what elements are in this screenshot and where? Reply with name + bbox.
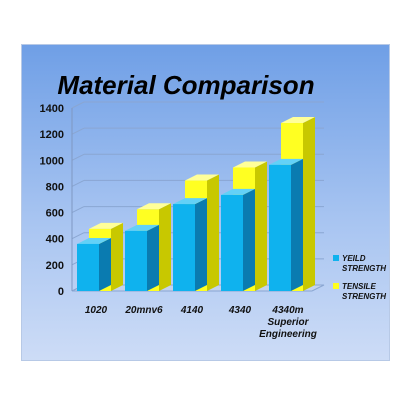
bar-top: [233, 161, 267, 168]
x-tick-label: 20mnv6: [124, 305, 163, 316]
x-tick-label: 4140: [180, 305, 204, 316]
gridline-depth: [71, 206, 85, 214]
y-axis: 0 200 400 600 800 1000 1200 1400: [40, 103, 73, 298]
bar-side: [159, 203, 171, 291]
bar-top: [185, 174, 219, 181]
bar-series: [77, 117, 315, 292]
bar-top: [281, 117, 315, 124]
gridline-depth: [71, 232, 85, 240]
bar-top: [89, 222, 123, 229]
bar-side: [207, 174, 219, 291]
legend-label: TENSILE STRENGTH: [342, 282, 386, 301]
bar-front: [173, 204, 195, 291]
legend: YEILD STRENGTH TENSILE STRENGTH: [333, 254, 386, 301]
bar-top: [77, 237, 111, 244]
legend-swatch: [333, 255, 339, 261]
y-tick-label: 0: [58, 286, 64, 298]
bar-side: [99, 237, 111, 291]
gridline-depth: [71, 179, 85, 187]
y-tick-label: 800: [46, 181, 64, 193]
legend-label: YEILD STRENGTH: [342, 254, 386, 273]
y-tick-label: 1200: [40, 129, 64, 141]
bar-top: [269, 158, 303, 165]
bar-top: [125, 224, 159, 231]
bar-side: [291, 158, 303, 291]
bar-front: [269, 164, 291, 291]
gridline-depth: [71, 127, 85, 135]
x-tick-label: 4340: [228, 305, 252, 316]
y-tick-label: 1400: [40, 103, 64, 115]
bar-yield-strength: [221, 188, 255, 291]
bar-front: [125, 230, 147, 291]
bar-side: [243, 188, 255, 291]
bar-side: [111, 222, 123, 291]
x-tick-label: 1020: [85, 305, 108, 316]
y-tick-label: 200: [46, 260, 64, 272]
bar-top: [173, 198, 207, 205]
x-axis: 1020 20mnv6 4140 4340 4340m Superior Engineeri…: [85, 305, 317, 340]
bar-side: [147, 224, 159, 291]
y-tick-label: 1000: [40, 155, 64, 167]
chart-title: Material Comparison: [57, 70, 314, 100]
bar-yield-strength: [125, 224, 159, 291]
gridline-depth: [71, 153, 85, 161]
bar-yield-strength: [269, 158, 303, 291]
gridline-depth: [71, 101, 85, 109]
y-tick-label: 400: [46, 234, 64, 246]
bar-side: [255, 161, 267, 291]
bar-side: [195, 198, 207, 291]
bar-front: [77, 243, 99, 291]
x-tick-label: 4340m Superior Engineering: [259, 305, 317, 340]
bar-side: [303, 117, 315, 292]
bar-front: [221, 194, 243, 291]
y-tick-label: 600: [46, 208, 64, 220]
legend-swatch: [333, 283, 339, 289]
bar-yield-strength: [173, 198, 207, 291]
bar-top: [137, 203, 171, 210]
bar-top: [221, 188, 255, 195]
bar-yield-strength: [77, 237, 111, 291]
